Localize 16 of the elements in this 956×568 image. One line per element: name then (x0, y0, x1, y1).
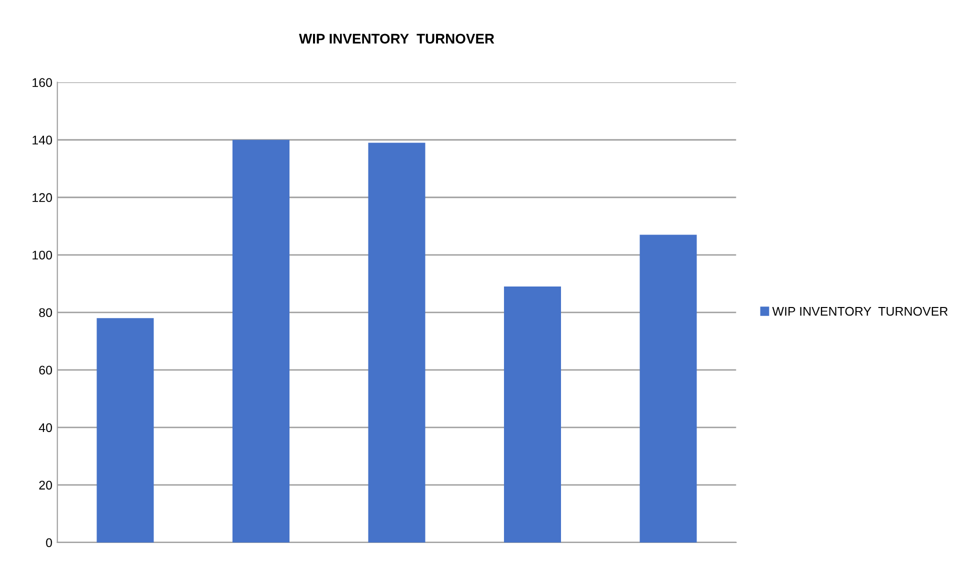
bar (368, 142, 426, 542)
y-tick-label: 60 (39, 366, 52, 375)
y-tick-label: 120 (32, 193, 52, 202)
y-tick-label: 80 (39, 308, 52, 318)
y-tick-label: 160 (32, 78, 52, 88)
legend-label: WIP INVENTORY TURNOVER (772, 306, 948, 316)
chart-title: WIP INVENTORY TURNOVER (298, 34, 494, 44)
y-tick-label: 100 (32, 250, 52, 260)
y-tick-label: 40 (38, 423, 52, 432)
y-tick-label: 140 (32, 136, 52, 145)
y-tick-label: 0 (46, 538, 52, 548)
bar (640, 234, 697, 542)
bar (232, 140, 290, 542)
y-tick-label: 20 (39, 480, 52, 490)
bar (96, 318, 154, 542)
bar (504, 286, 561, 542)
